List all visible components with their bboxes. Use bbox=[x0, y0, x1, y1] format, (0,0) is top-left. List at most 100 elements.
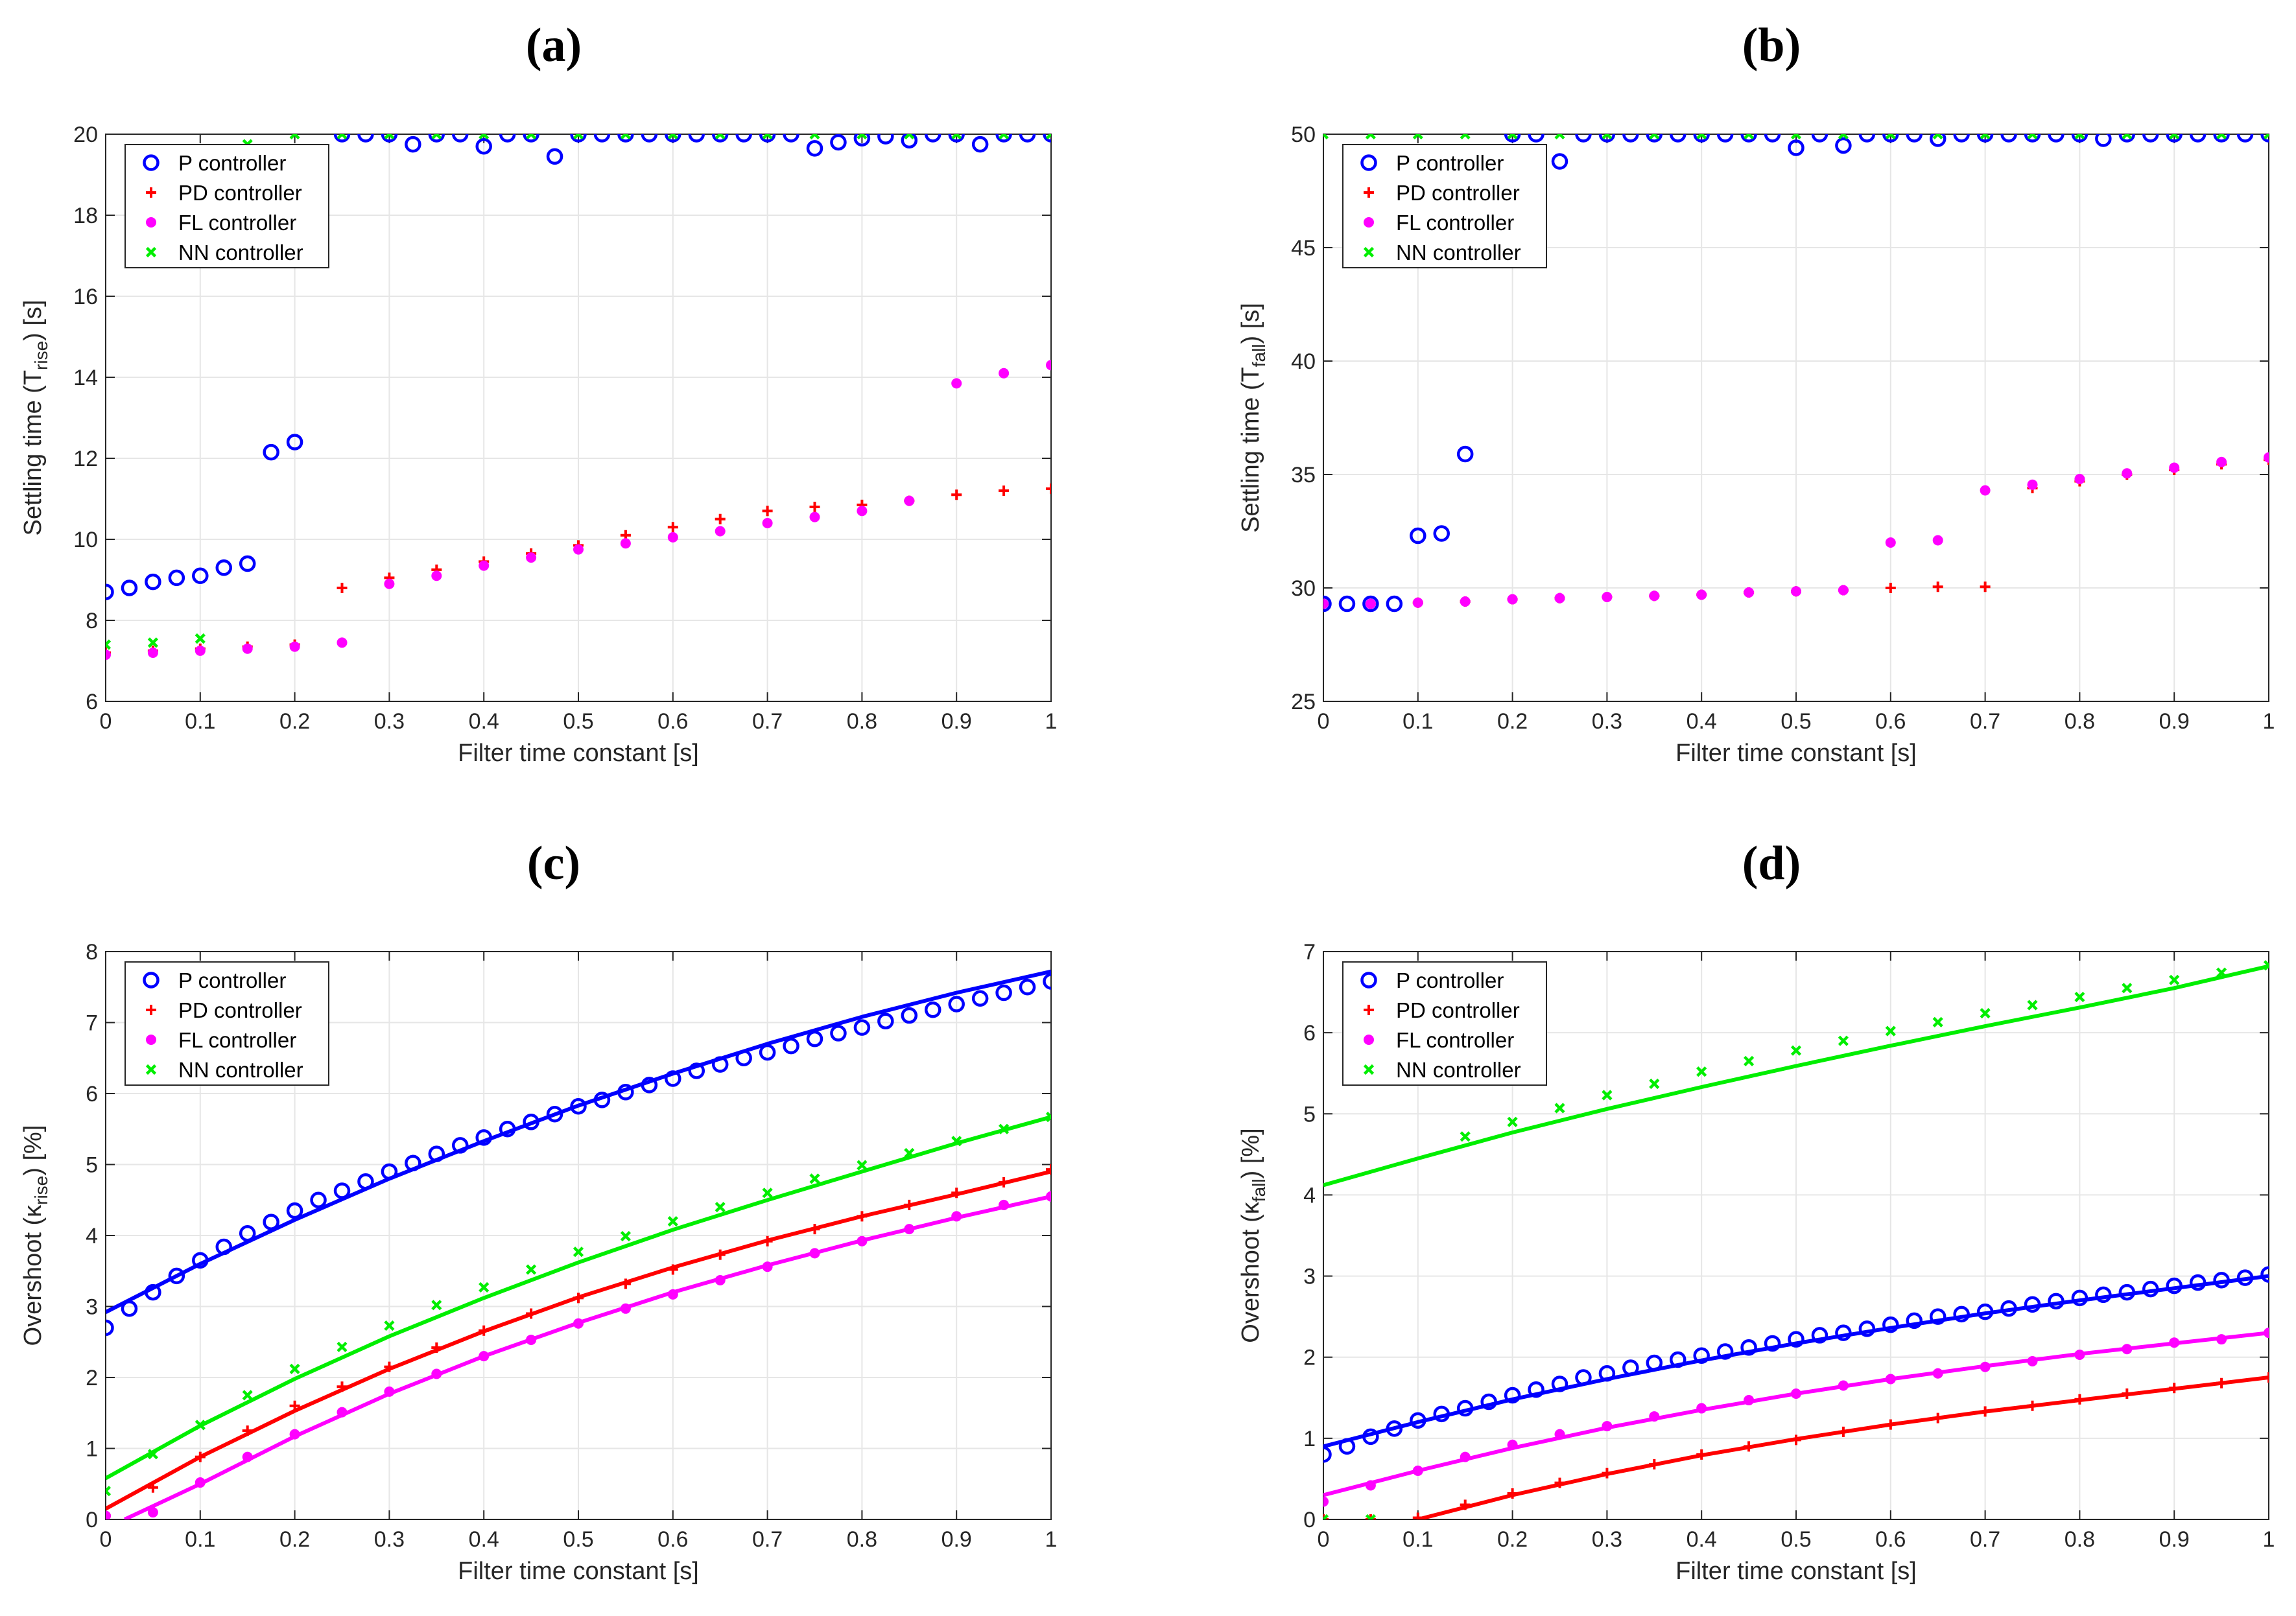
data-point bbox=[1976, 134, 1994, 143]
data-point bbox=[1858, 1320, 1876, 1337]
data-point bbox=[289, 134, 300, 140]
data-point bbox=[192, 567, 209, 584]
data-point bbox=[925, 134, 941, 143]
data-point bbox=[593, 134, 611, 143]
data-point bbox=[2264, 1328, 2269, 1339]
data-point bbox=[106, 639, 112, 650]
data-point bbox=[783, 1037, 799, 1055]
data-point bbox=[1885, 537, 1896, 548]
x-tick-label: 0.3 bbox=[374, 1527, 405, 1552]
data-point bbox=[1412, 1465, 1423, 1476]
data-point bbox=[830, 1025, 847, 1042]
data-point bbox=[2074, 474, 2085, 484]
x-tick-label: 0.4 bbox=[469, 1527, 499, 1552]
x-tick-label: 0.2 bbox=[279, 1527, 310, 1552]
data-point bbox=[526, 552, 537, 563]
data-point bbox=[573, 134, 584, 140]
legend: P controller PD controller FL controller NN… bbox=[124, 961, 329, 1086]
data-point bbox=[667, 522, 678, 533]
y-tick-label: 7 bbox=[86, 1011, 98, 1036]
data-point bbox=[106, 583, 114, 600]
data-point bbox=[1575, 1369, 1592, 1386]
x-axis-label: Filter time constant [s] bbox=[1675, 1558, 1917, 1585]
data-point bbox=[762, 1235, 773, 1247]
data-point bbox=[1412, 1512, 1423, 1519]
x-tick-label: 0 bbox=[100, 709, 112, 734]
x-tick-label: 0.9 bbox=[941, 1527, 972, 1552]
data-point bbox=[1980, 581, 1991, 592]
data-point bbox=[333, 134, 351, 143]
data-point bbox=[1460, 596, 1471, 607]
data-point bbox=[1791, 1388, 1801, 1399]
data-point bbox=[2169, 974, 2180, 985]
y-axis-label-main: Overshoot (κ bbox=[19, 1204, 47, 1346]
data-point bbox=[215, 1238, 232, 1256]
legend-marker bbox=[1364, 217, 1374, 228]
data-point bbox=[1744, 1395, 1755, 1406]
data-point bbox=[1504, 134, 1521, 143]
y-axis-label-sub: fall bbox=[1249, 1178, 1269, 1202]
data-point bbox=[147, 648, 158, 658]
data-point bbox=[2122, 1388, 2133, 1399]
data-point bbox=[2166, 1277, 2183, 1294]
data-point bbox=[337, 583, 348, 593]
data-point bbox=[759, 134, 776, 143]
data-point bbox=[1932, 1412, 1943, 1423]
x-tick-label: 0.1 bbox=[1402, 709, 1433, 734]
y-axis-label-end: ) [%] bbox=[19, 1125, 47, 1176]
y-tick-label: 6 bbox=[1303, 1021, 1316, 1046]
data-point bbox=[1598, 1364, 1616, 1382]
legend-marker bbox=[143, 972, 160, 989]
data-point bbox=[479, 1351, 490, 1362]
data-point bbox=[1885, 1374, 1896, 1385]
x-tick-label: 0.9 bbox=[2159, 709, 2190, 734]
data-point bbox=[1046, 1164, 1051, 1175]
data-point bbox=[475, 1129, 492, 1146]
data-point bbox=[289, 1363, 300, 1374]
data-point bbox=[2095, 1286, 2112, 1304]
data-point bbox=[948, 996, 965, 1013]
data-point bbox=[688, 1062, 705, 1079]
x-tick-label: 0.6 bbox=[657, 1527, 688, 1552]
y-tick-label: 6 bbox=[86, 690, 98, 714]
data-point bbox=[971, 990, 989, 1007]
data-point bbox=[620, 134, 631, 140]
data-point bbox=[1480, 1393, 1497, 1411]
y-tick-label: 8 bbox=[86, 609, 98, 633]
data-point bbox=[333, 1182, 351, 1199]
data-point bbox=[106, 1319, 114, 1337]
data-point bbox=[715, 1249, 726, 1260]
data-point bbox=[573, 1318, 584, 1329]
legend-entry-label: PD controller bbox=[178, 181, 302, 205]
data-point bbox=[2189, 134, 2207, 143]
data-point bbox=[239, 1224, 256, 1242]
x-tick-label: 0 bbox=[1318, 1527, 1330, 1552]
data-point bbox=[2216, 134, 2227, 140]
legend-marker bbox=[1364, 187, 1374, 198]
data-point bbox=[1764, 134, 1781, 143]
data-point bbox=[1696, 1403, 1707, 1414]
data-point bbox=[617, 1084, 634, 1101]
data-point bbox=[620, 1278, 631, 1289]
x-tick-label: 1 bbox=[2263, 709, 2275, 734]
data-point bbox=[2000, 1300, 2017, 1317]
data-point bbox=[715, 1202, 726, 1213]
data-point bbox=[337, 134, 348, 140]
legend-marker bbox=[1360, 972, 1377, 989]
data-point bbox=[1386, 1420, 1403, 1437]
data-point bbox=[1323, 595, 1332, 613]
legend-marker bbox=[1363, 246, 1375, 258]
data-point bbox=[2236, 1269, 2254, 1286]
data-point bbox=[2118, 1283, 2136, 1301]
data-point bbox=[381, 134, 398, 143]
legend-marker bbox=[1364, 1005, 1374, 1015]
x-tick-label: 0.8 bbox=[847, 709, 877, 734]
legend-entry-label: NN controller bbox=[178, 1058, 303, 1082]
data-point bbox=[1045, 1112, 1051, 1123]
data-point bbox=[2169, 134, 2180, 140]
chart-0: 0 0.1 0.2 0.3 0.4 0.5 0.6 0.7 0.8 0.9 168101214161… bbox=[19, 123, 1057, 767]
y-tick-label: 50 bbox=[1291, 123, 1316, 147]
y-tick-label: 18 bbox=[73, 204, 98, 228]
data-point bbox=[1602, 1468, 1613, 1479]
legend-box bbox=[124, 961, 329, 1086]
